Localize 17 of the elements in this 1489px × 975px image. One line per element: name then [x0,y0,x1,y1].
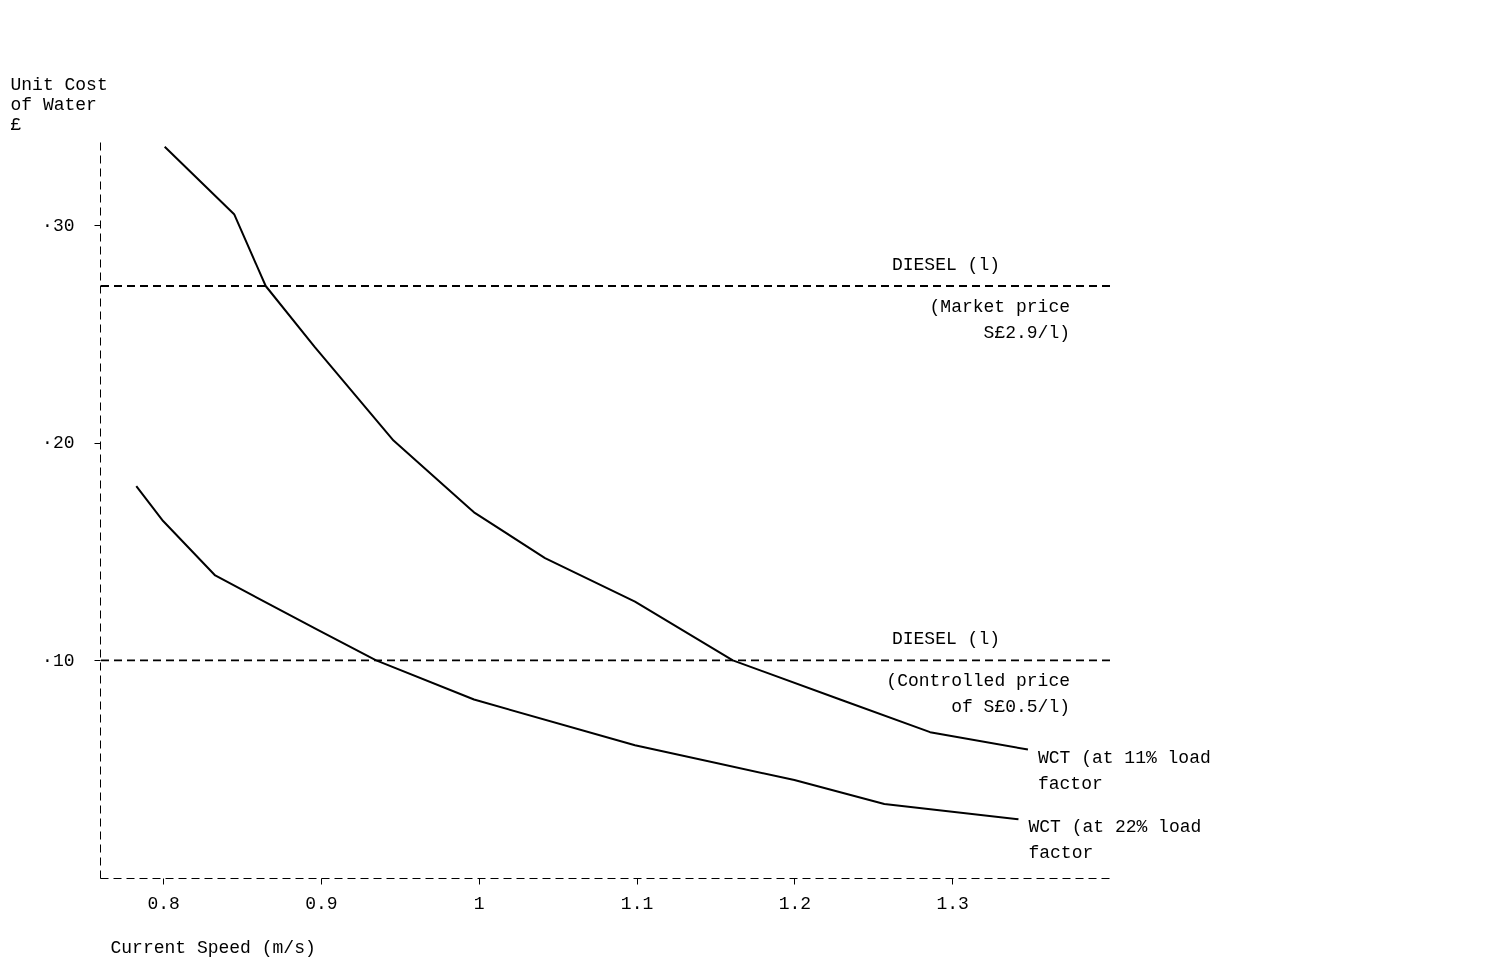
ref-line-label: DIESEL (l) [891,255,1000,275]
x-axis-title: Current Speed (m/s) [110,937,316,958]
y-tick-label: ·30 [42,215,75,236]
x-tick-label: 1 [473,893,485,914]
ref-line-label: DIESEL (l) [891,629,1000,650]
y-tick-label: ·10 [42,650,75,671]
x-tick-label: 0.8 [147,893,180,914]
annotation: (Controlled price of S£0.5/l) [886,671,1070,718]
annotation: (Market price S£2.9/l) [929,297,1070,343]
y-tick-label: ·20 [42,433,75,454]
series-label: WCT (at 22% load factor [1028,817,1202,864]
x-tick-label: 1.3 [936,893,969,914]
x-tick-label: 1.2 [778,893,812,914]
series-label: WCT (at 11% load factor [1037,747,1211,794]
y-axis-title: Unit Cost of Water £ [10,74,108,135]
x-tick-label: 0.9 [305,893,338,914]
x-tick-label: 1.1 [620,893,654,914]
